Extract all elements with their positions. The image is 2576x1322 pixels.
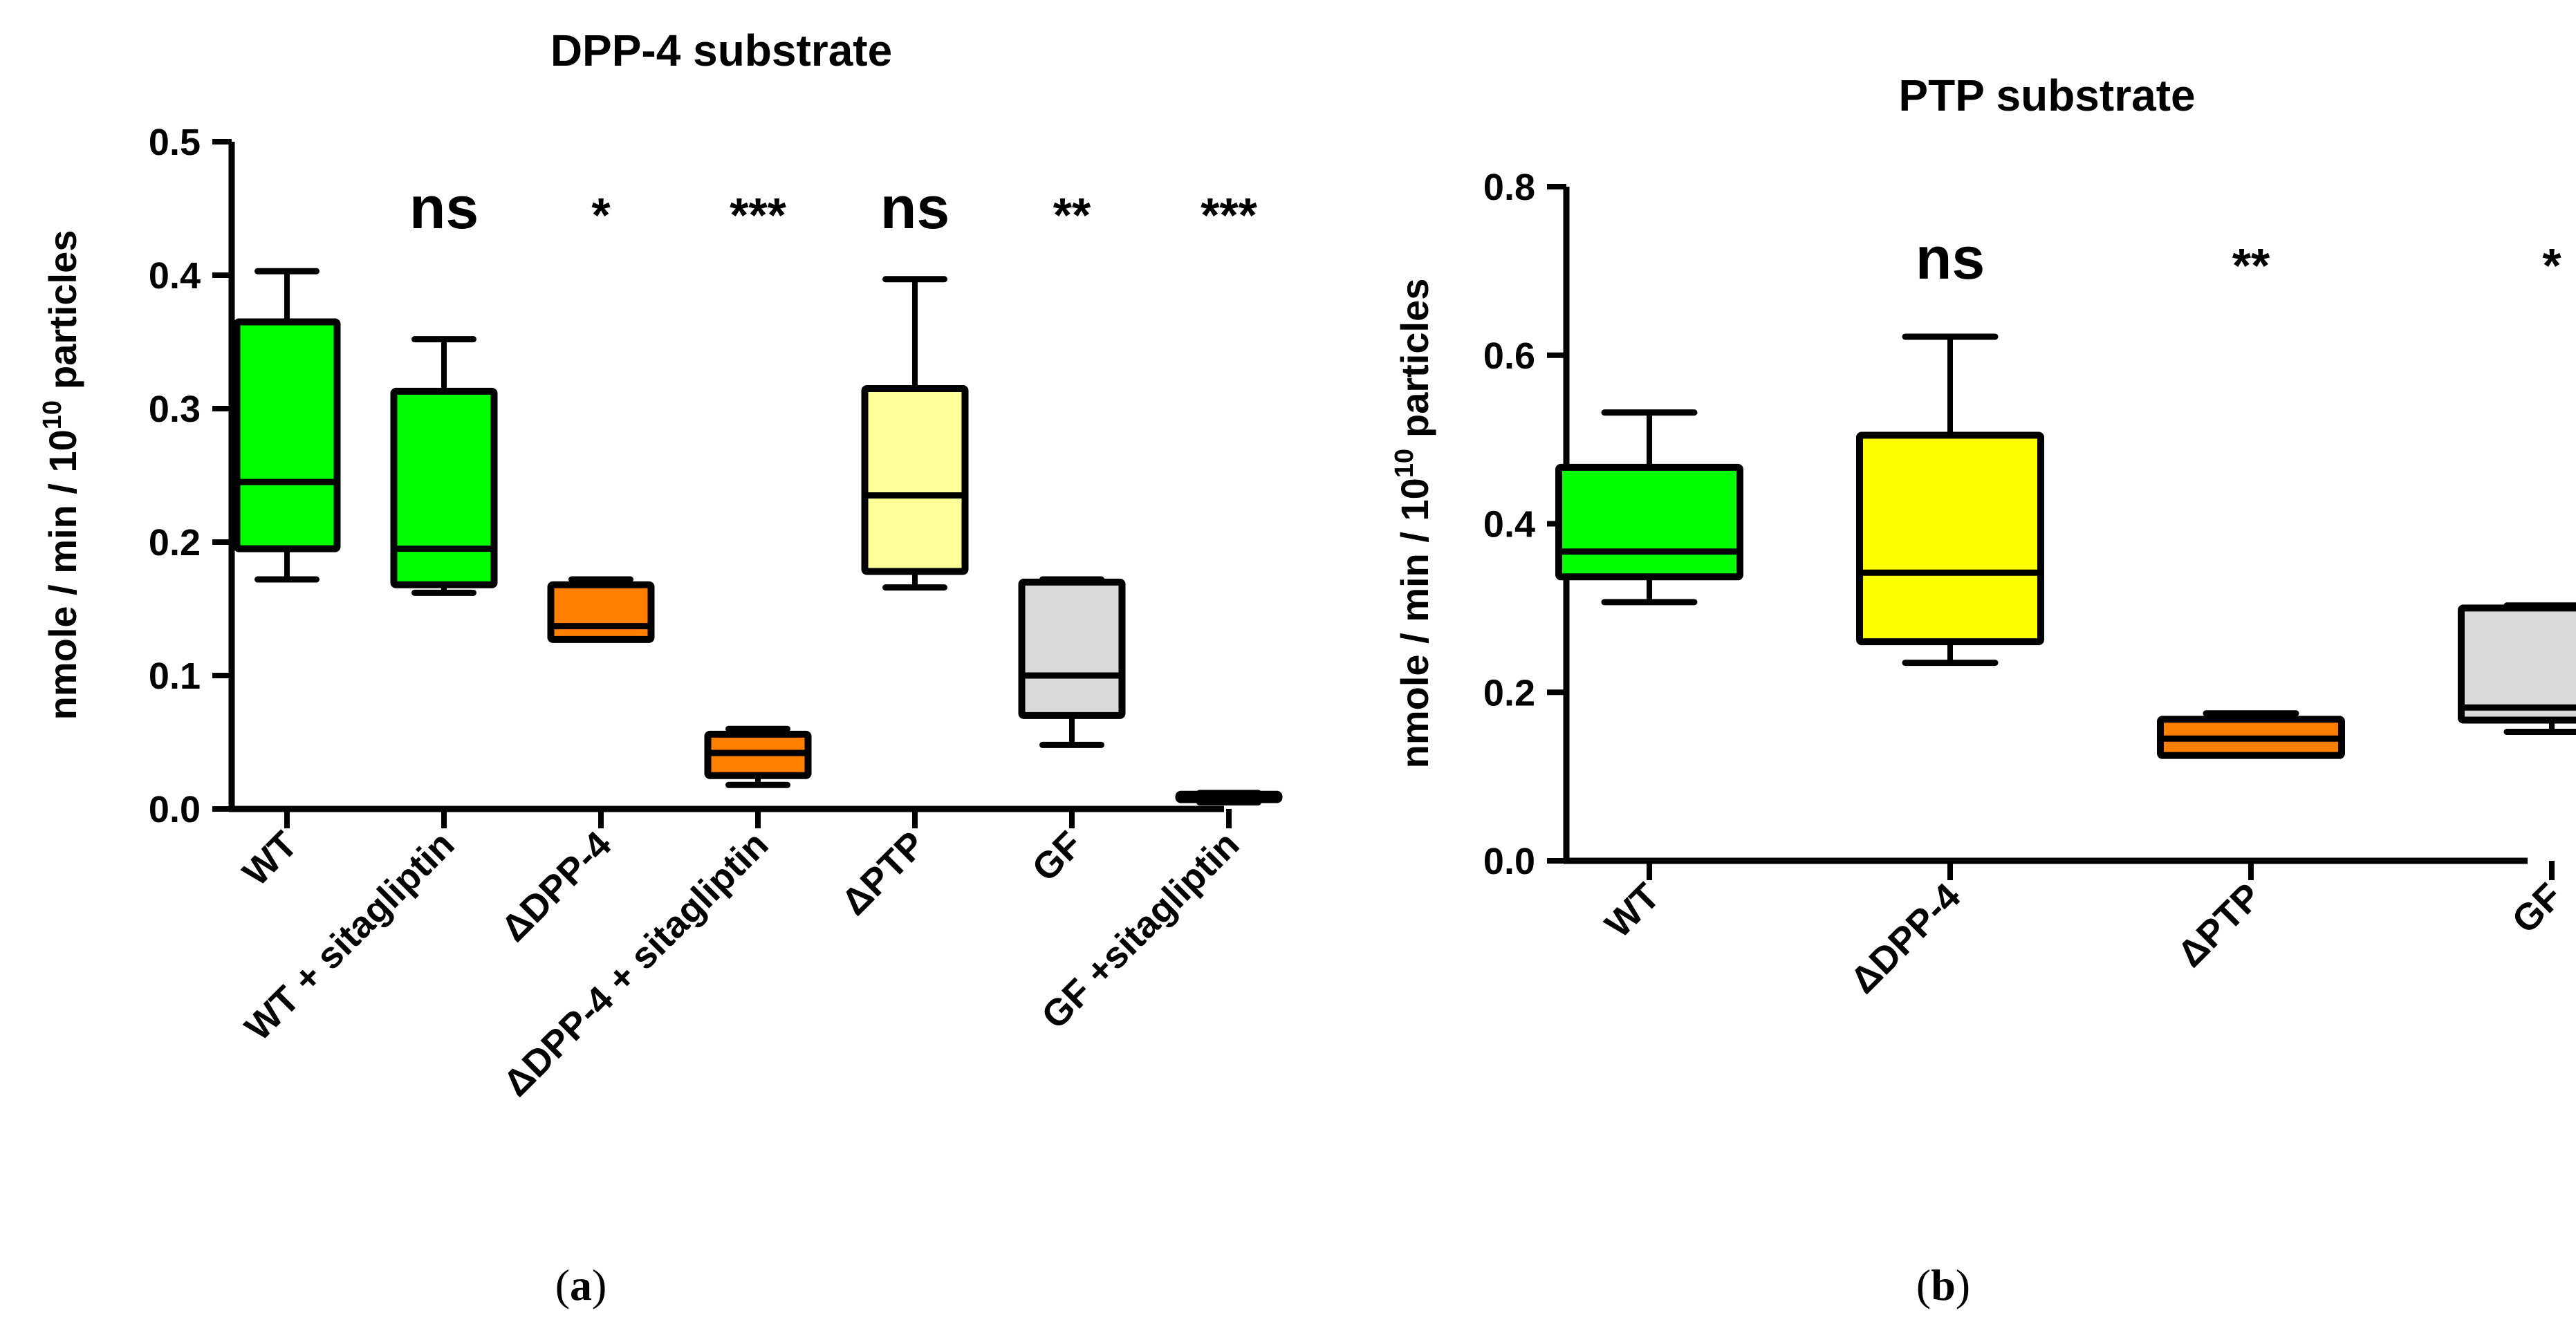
significance-label: ** (1053, 188, 1091, 242)
iqr-box (861, 385, 969, 575)
x-category-label: ΔPTP (2169, 875, 2269, 975)
chart-title: PTP substrate (1898, 71, 2195, 120)
significance-label: *** (1201, 188, 1257, 242)
panel-label-close: ) (592, 1260, 606, 1310)
y-tick-label: 0.0 (1483, 841, 1535, 882)
x-category-label: ΔPTP (833, 823, 933, 923)
panel-label-open: ( (555, 1260, 570, 1310)
panel-label-close: ) (1956, 1260, 1970, 1310)
panel-label: (b) (1916, 1260, 1970, 1310)
y-axis-label-main: nmole / min / 10 (41, 429, 84, 720)
y-tick-label: 0.4 (1483, 504, 1535, 546)
iqr-box (547, 581, 655, 643)
box-2 (1856, 333, 2044, 667)
box-4 (2458, 602, 2576, 736)
x-category-label: ΔDPP-4 + sitagliptin (495, 823, 776, 1104)
y-tick-label: 0.3 (149, 389, 201, 430)
y-tick-label: 0.2 (1483, 672, 1535, 714)
panel-label-open: ( (1916, 1260, 1931, 1310)
panel-label-letter: a (570, 1260, 592, 1310)
iqr-box (233, 318, 341, 552)
y-tick-label: 0.1 (149, 655, 201, 697)
x-category-label: ΔDPP-4 (1842, 875, 1968, 1001)
significance-label: * (2542, 239, 2561, 292)
significance-label: * (591, 188, 611, 242)
iqr-box (1018, 578, 1126, 719)
y-axis-label-main: nmole / min / 10 (1393, 478, 1436, 768)
x-category-label: GF (1024, 823, 1090, 889)
iqr-box (390, 387, 498, 588)
y-axis-label-exponent: 10 (1390, 449, 1419, 478)
x-category-label: GF (2504, 875, 2570, 941)
y-tick-label: 0.6 (1483, 335, 1535, 377)
box-3 (547, 576, 655, 643)
box-6 (1018, 576, 1126, 748)
x-category-label: WT (1597, 875, 1668, 946)
box-5 (861, 276, 969, 591)
x-category-label: WT (235, 823, 306, 894)
x-category-label: ΔDPP-4 (493, 823, 619, 949)
significance-label: *** (730, 188, 786, 242)
chart-panel-b: PTP substrate nmole / min / 1010 particles… (1390, 71, 2576, 1310)
panel-label-letter: b (1931, 1260, 1956, 1310)
iqr-box (1555, 463, 1743, 581)
significance-label: ns (1916, 225, 1985, 292)
panel-label: (a) (555, 1260, 607, 1310)
y-tick-label: 0.4 (149, 255, 201, 297)
significance-label: ns (409, 175, 479, 241)
box-2 (390, 336, 498, 596)
y-axis-label: nmole / min / 1010 particles (38, 230, 84, 720)
box-7 (1175, 790, 1283, 806)
iqr-box (2458, 604, 2576, 724)
box-1 (233, 268, 341, 583)
box-3 (2157, 710, 2345, 759)
box-1 (1555, 409, 1743, 606)
significance-label: ** (2232, 239, 2270, 292)
box-4 (704, 725, 812, 788)
y-tick-label: 0.2 (149, 522, 201, 564)
y-axis-label: nmole / min / 1010 particles (1390, 279, 1436, 769)
y-tick-label: 0.5 (149, 122, 201, 163)
y-axis-label-exponent: 10 (38, 400, 67, 429)
y-tick-label: 0.8 (1483, 167, 1535, 208)
chart-title: DPP-4 substrate (550, 26, 892, 75)
y-axis-label-tail: particles (41, 230, 84, 389)
y-tick-label: 0.0 (149, 789, 201, 830)
significance-label: ns (880, 175, 949, 241)
iqr-box (1856, 431, 2044, 646)
chart-panel-a: DPP-4 substrate nmole / min / 1010 particl… (38, 26, 1283, 1310)
y-axis-label-tail: particles (1393, 279, 1436, 438)
